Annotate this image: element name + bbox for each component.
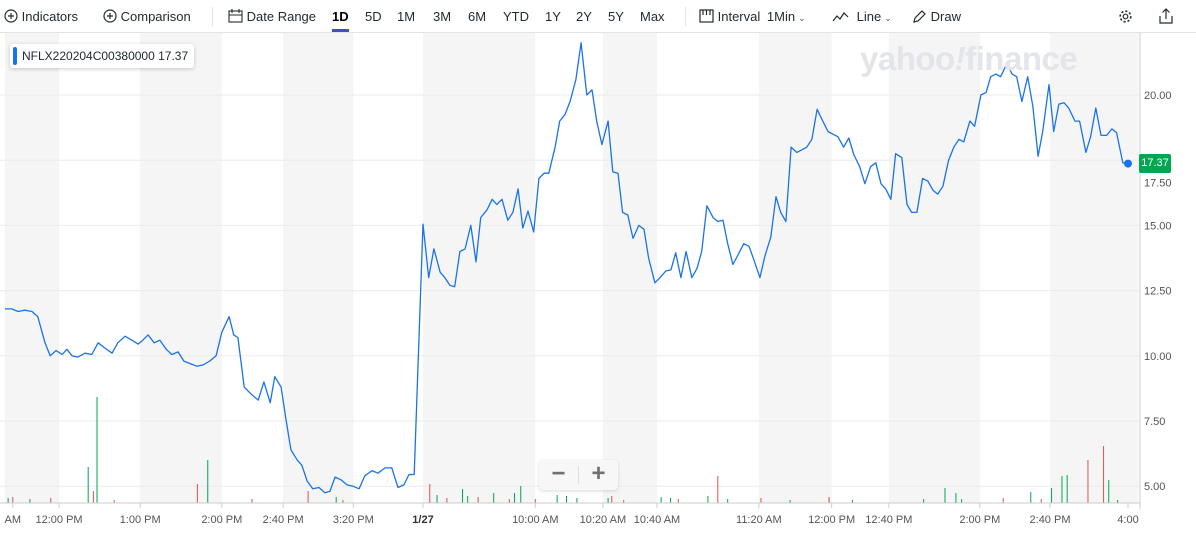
x-tick-label: 12:40 PM <box>865 514 912 526</box>
x-tick-label: 2:40 PM <box>263 514 304 526</box>
x-tick-label: 1:00 PM <box>120 514 161 526</box>
draw-label: Draw <box>930 9 961 24</box>
session-band <box>140 33 222 503</box>
x-tick-label: AM <box>5 514 22 526</box>
last-price-badge: 17.37 <box>1139 154 1171 173</box>
plus-circle-icon <box>103 9 117 23</box>
legend-symbol: NFLX220204C00380000 <box>22 49 155 63</box>
chevron-down-icon: ⌄ <box>884 13 892 23</box>
range-max[interactable]: Max <box>640 9 665 24</box>
toolbar-divider <box>685 7 686 26</box>
comparison-label: Comparison <box>120 9 191 24</box>
calendar-icon <box>228 9 243 23</box>
chart-type-button[interactable]: Line ⌄ <box>832 0 892 32</box>
interval-value: 1Min <box>766 9 796 24</box>
x-tick-label: 10:00 AM <box>512 514 558 526</box>
x-tick-label: 10:40 AM <box>634 514 680 526</box>
zoom-in-button[interactable]: + <box>591 460 606 487</box>
share-button[interactable] <box>1159 0 1173 32</box>
range-5y[interactable]: 5Y <box>608 9 624 24</box>
range-6m[interactable]: 6M <box>468 9 487 24</box>
draw-button[interactable]: Draw <box>912 0 961 32</box>
comparison-button[interactable]: Comparison <box>103 0 191 32</box>
session-band <box>283 33 354 503</box>
share-icon <box>1159 8 1173 24</box>
x-tick-label: 1/27 <box>412 514 433 526</box>
interval-icon <box>699 9 714 23</box>
x-tick-label: 11:20 AM <box>736 514 782 526</box>
indicators-button[interactable]: Indicators <box>4 0 78 32</box>
range-3m[interactable]: 3M <box>433 9 452 24</box>
session-band <box>5 33 60 503</box>
x-tick-label: 2:00 PM <box>201 514 242 526</box>
y-axis: 5.00 7.50 10.00 12.50 15.00 17.50 20.00 <box>1139 33 1172 509</box>
zoom-out-button[interactable]: − <box>551 460 566 487</box>
session-band <box>888 33 980 503</box>
gear-icon <box>1119 9 1132 23</box>
y-tick-label: 20.00 <box>1144 90 1172 102</box>
interval-label: Interval <box>717 9 761 24</box>
legend-value: 17.37 <box>158 49 189 63</box>
chart-type-label: Line <box>856 9 882 24</box>
range-ytd[interactable]: YTD <box>503 9 529 24</box>
settings-button[interactable] <box>1118 0 1133 32</box>
chart-toolbar: Indicators Comparison Date Range 1D 5D 1… <box>0 0 1196 33</box>
price-line-group <box>5 42 1132 494</box>
x-tick-label: 2:00 PM <box>959 514 1000 526</box>
range-2y[interactable]: 2Y <box>576 9 592 24</box>
line-chart-icon <box>832 12 849 22</box>
price-chart[interactable]: 5.00 7.50 10.00 12.50 15.00 17.50 20.00 AM 12:0… <box>0 33 1196 545</box>
session-band <box>758 33 832 503</box>
y-tick-label: 5.00 <box>1144 481 1165 493</box>
date-range-button[interactable]: Date Range <box>228 0 316 32</box>
range-1y[interactable]: 1Y <box>545 9 561 24</box>
yahoo-finance-watermark: yahoo!finance <box>860 40 1078 77</box>
toolbar-divider <box>212 7 213 26</box>
y-tick-label: 7.50 <box>1144 416 1165 428</box>
y-tick-label: 15.00 <box>1144 220 1172 232</box>
date-range-label: Date Range <box>246 9 317 24</box>
range-1d[interactable]: 1D <box>332 0 349 32</box>
x-tick-label: 12:00 PM <box>808 514 855 526</box>
session-band <box>1050 33 1139 503</box>
indicators-label: Indicators <box>21 9 78 24</box>
x-axis: AM 12:00 PM 1:00 PM 2:00 PM 2:40 PM 3:20 PM 1/… <box>0 502 1140 526</box>
volume-bars <box>7 397 1119 503</box>
session-band <box>602 33 657 503</box>
y-tick-label: 17.50 <box>1144 178 1172 190</box>
y-tick-label: 12.50 <box>1144 286 1172 298</box>
chevron-down-icon: ⌄ <box>798 13 806 23</box>
plus-circle-icon <box>4 9 18 23</box>
price-line <box>5 42 1129 494</box>
range-5d[interactable]: 5D <box>365 9 382 24</box>
y-tick-label: 10.00 <box>1144 351 1172 363</box>
interval-button[interactable]: Interval 1Min ⌄ <box>699 0 806 32</box>
zoom-controls: − + <box>539 460 618 490</box>
zoom-divider <box>578 466 579 484</box>
range-1m[interactable]: 1M <box>397 9 416 24</box>
session-band <box>423 33 536 503</box>
pencil-icon <box>913 9 926 23</box>
x-tick-label: 3:20 PM <box>333 514 374 526</box>
x-tick-label: 4:00 <box>1117 514 1138 526</box>
series-legend[interactable]: NFLX220204C00380000 17.37 <box>10 44 195 68</box>
session-bands <box>5 33 1139 503</box>
last-price-dot <box>1124 159 1132 168</box>
x-tick-label: 2:40 PM <box>1030 514 1071 526</box>
x-tick-label: 12:00 PM <box>36 514 83 526</box>
x-tick-label: 10:20 AM <box>580 514 626 526</box>
